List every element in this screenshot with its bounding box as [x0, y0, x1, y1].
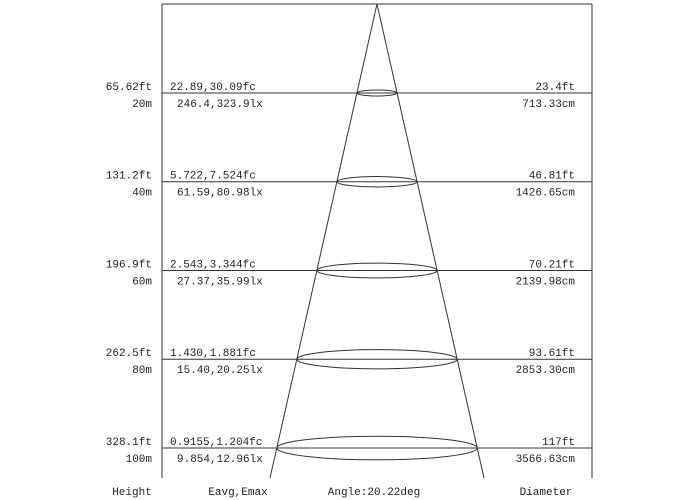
diameter-cm: 2853.30cm	[516, 365, 576, 377]
beam-ellipse	[356, 89, 398, 97]
footer-label: Eavg,Emax	[208, 487, 268, 499]
diameter-ft: 70.21ft	[529, 259, 575, 271]
illuminance-fc: 5.722,7.524fc	[170, 171, 256, 183]
beam-ellipse	[336, 176, 418, 188]
diameter-ft: 46.81ft	[529, 171, 575, 183]
illuminance-lx: 27.37,35.99lx	[177, 276, 263, 288]
diameter-ft: 117ft	[542, 437, 575, 449]
height-m: 60m	[132, 276, 152, 288]
illuminance-lx: 61.59,80.98lx	[177, 188, 263, 200]
illuminance-lx: 246.4,323.9lx	[177, 99, 263, 111]
height-m: 20m	[132, 99, 152, 111]
diameter-cm: 1426.65cm	[516, 188, 576, 200]
illuminance-fc: 1.430,1.881fc	[170, 348, 256, 360]
illuminance-fc: 0.9155,1.204fc	[170, 437, 262, 449]
diameter-ft: 23.4ft	[535, 82, 575, 94]
footer-label: Height	[112, 487, 152, 499]
cone-edge	[269, 3, 378, 479]
illuminance-lx: 9.854,12.96lx	[177, 454, 263, 466]
height-ft: 65.62ft	[106, 82, 152, 94]
diameter-ft: 93.61ft	[529, 348, 575, 360]
diameter-cm: 3566.63cm	[516, 454, 576, 466]
height-ft: 131.2ft	[106, 171, 152, 183]
cone-edge	[376, 3, 485, 479]
diameter-cm: 2139.98cm	[516, 276, 576, 288]
footer-label: Diameter	[520, 487, 573, 499]
height-ft: 262.5ft	[106, 348, 152, 360]
illuminance-fc: 2.543,3.344fc	[170, 259, 256, 271]
height-ft: 196.9ft	[106, 259, 152, 271]
beam-ellipse	[316, 262, 438, 279]
beam-ellipse	[296, 349, 458, 370]
height-m: 80m	[132, 365, 152, 377]
beam-ellipse	[276, 435, 478, 461]
diameter-cm: 713.33cm	[522, 99, 575, 111]
height-m: 100m	[126, 454, 153, 466]
footer-label: Angle:20.22deg	[328, 487, 420, 499]
height-ft: 328.1ft	[106, 437, 152, 449]
illuminance-lx: 15.40,20.25lx	[177, 365, 263, 377]
height-m: 40m	[132, 188, 152, 200]
illuminance-fc: 22.89,30.09fc	[170, 82, 256, 94]
